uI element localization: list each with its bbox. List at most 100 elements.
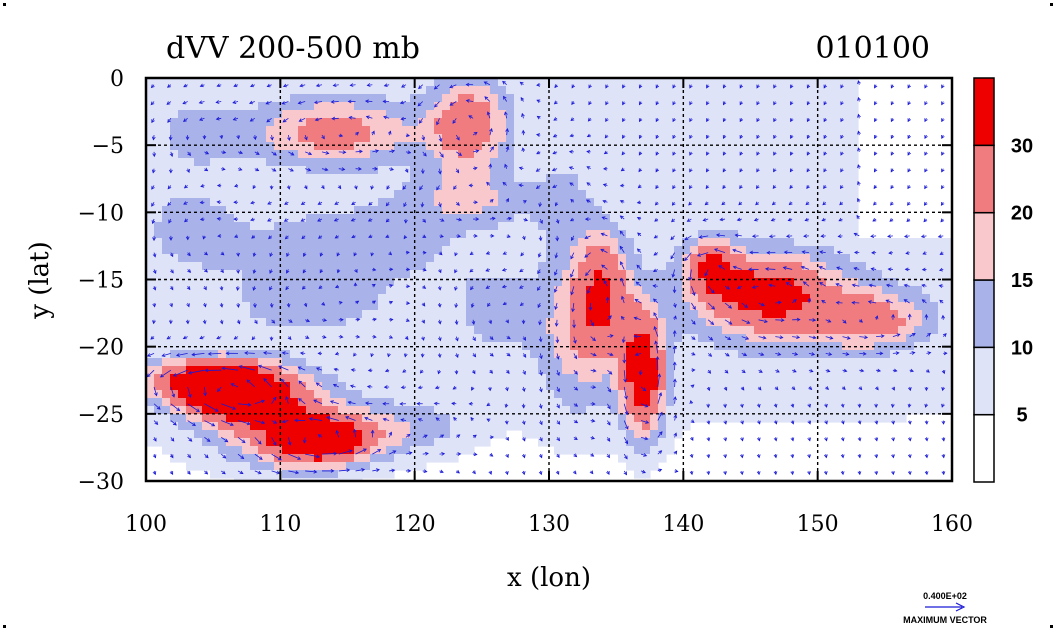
field-cell-1215 xyxy=(610,182,619,191)
field-cell-4131 xyxy=(418,422,427,431)
field-cell-763 xyxy=(554,142,563,151)
field-cell-2219 xyxy=(426,270,435,279)
field-cell-1584 xyxy=(714,214,723,223)
field-cell-1945 xyxy=(658,246,667,255)
field-cell-3067 xyxy=(746,334,755,343)
field-cell-204 xyxy=(354,94,363,103)
field-cell-1217 xyxy=(626,182,635,191)
field-cell-2418 xyxy=(402,286,411,295)
field-cell-4196 xyxy=(394,430,403,439)
field-cell-53 xyxy=(570,78,579,87)
field-cell-3249 xyxy=(586,350,595,359)
field-cell-4427 xyxy=(266,470,275,479)
wind-vector-257 xyxy=(438,168,442,175)
field-cell-3999 xyxy=(930,406,939,415)
field-cell-2067 xyxy=(826,254,835,263)
field-cell-841 xyxy=(466,150,475,159)
wind-vector-448 xyxy=(422,234,427,238)
field-cell-938 xyxy=(530,158,539,167)
field-cell-108 xyxy=(298,86,307,95)
field-cell-4382 xyxy=(634,454,643,463)
field-cell-1785 xyxy=(186,238,195,247)
field-cell-4366 xyxy=(346,454,355,463)
field-cell-463 xyxy=(290,118,299,127)
field-cell-3063 xyxy=(714,334,723,343)
field-cell-2072 xyxy=(866,254,875,263)
wind-vector-133 xyxy=(773,118,777,123)
field-cell-509 xyxy=(658,118,667,127)
field-cell-3883 xyxy=(810,398,819,407)
wind-vector-119 xyxy=(536,115,541,120)
field-cell-2153 xyxy=(706,262,715,271)
field-cell-364 xyxy=(210,110,219,119)
field-cell-2623 xyxy=(426,302,435,311)
field-cell-3012 xyxy=(306,334,315,343)
field-cell-836 xyxy=(426,150,435,159)
field-cell-3757 xyxy=(610,390,619,399)
field-cell-660 xyxy=(442,134,451,143)
field-cell-276 xyxy=(218,102,227,111)
field-cell-3144 xyxy=(554,342,563,351)
field-cell-4152 xyxy=(586,422,595,431)
field-cell-1450 xyxy=(354,206,363,215)
field-cell-671 xyxy=(530,134,539,143)
field-cell-2988 xyxy=(922,326,931,335)
field-cell-3245 xyxy=(554,350,563,359)
field-cell-385 xyxy=(378,110,387,119)
field-cell-2396 xyxy=(226,286,235,295)
field-cell-184 xyxy=(194,94,203,103)
field-cell-2569 xyxy=(802,294,811,303)
field-cell-1252 xyxy=(194,190,203,199)
field-cell-904 xyxy=(258,158,267,167)
field-cell-2634 xyxy=(514,302,523,311)
field-cell-2099 xyxy=(274,262,283,271)
field-cell-2108 xyxy=(346,262,355,271)
field-cell-3713 xyxy=(258,390,267,399)
wind-vector-323 xyxy=(739,185,743,190)
field-cell-187 xyxy=(218,94,227,103)
field-cell-2651 xyxy=(650,302,659,311)
field-cell-1111 xyxy=(490,174,499,183)
field-cell-1544 xyxy=(394,214,403,223)
field-cell-684 xyxy=(634,134,643,143)
field-cell-1664 xyxy=(642,222,651,231)
field-cell-1996 xyxy=(258,254,267,263)
field-cell-747 xyxy=(426,142,435,151)
wind-vector-46 xyxy=(924,84,928,89)
wind-vector-50 xyxy=(182,100,188,105)
field-cell-810 xyxy=(218,150,227,159)
wind-vector-414 xyxy=(654,218,659,222)
field-cell-3120 xyxy=(362,342,371,351)
field-cell-3536 xyxy=(458,374,467,383)
field-cell-2231 xyxy=(522,270,531,279)
wind-vector-290 xyxy=(183,184,188,189)
field-cell-416 xyxy=(626,110,635,119)
field-cell-622 xyxy=(850,126,859,135)
field-cell-4292 xyxy=(178,446,187,455)
field-cell-1534 xyxy=(314,214,323,223)
field-cell-3591 xyxy=(898,374,907,383)
field-cell-2392 xyxy=(194,286,203,295)
wind-vector-347 xyxy=(334,201,339,205)
field-cell-1116 xyxy=(530,174,539,183)
field-cell-2544 xyxy=(602,294,611,303)
field-cell-618 xyxy=(818,126,827,135)
field-cell-4269 xyxy=(458,438,467,447)
field-cell-2271 xyxy=(842,270,851,279)
field-cell-3407 xyxy=(234,366,243,375)
wind-vector-397 xyxy=(367,218,373,222)
wind-vector-267 xyxy=(603,166,608,171)
field-cell-3592 xyxy=(906,374,915,383)
field-cell-3724 xyxy=(346,390,355,399)
field-cell-156 xyxy=(682,86,691,95)
field-cell-2488 xyxy=(154,294,163,303)
field-cell-1569 xyxy=(594,214,603,223)
field-cell-713 xyxy=(154,142,163,151)
field-cell-4335 xyxy=(602,446,611,455)
field-cell-2183 xyxy=(946,262,952,271)
field-cell-2280 xyxy=(914,270,923,279)
field-cell-1557 xyxy=(498,214,507,223)
field-cell-537 xyxy=(170,126,179,135)
field-cell-3628 xyxy=(386,382,395,391)
field-cell-3088 xyxy=(914,334,923,343)
